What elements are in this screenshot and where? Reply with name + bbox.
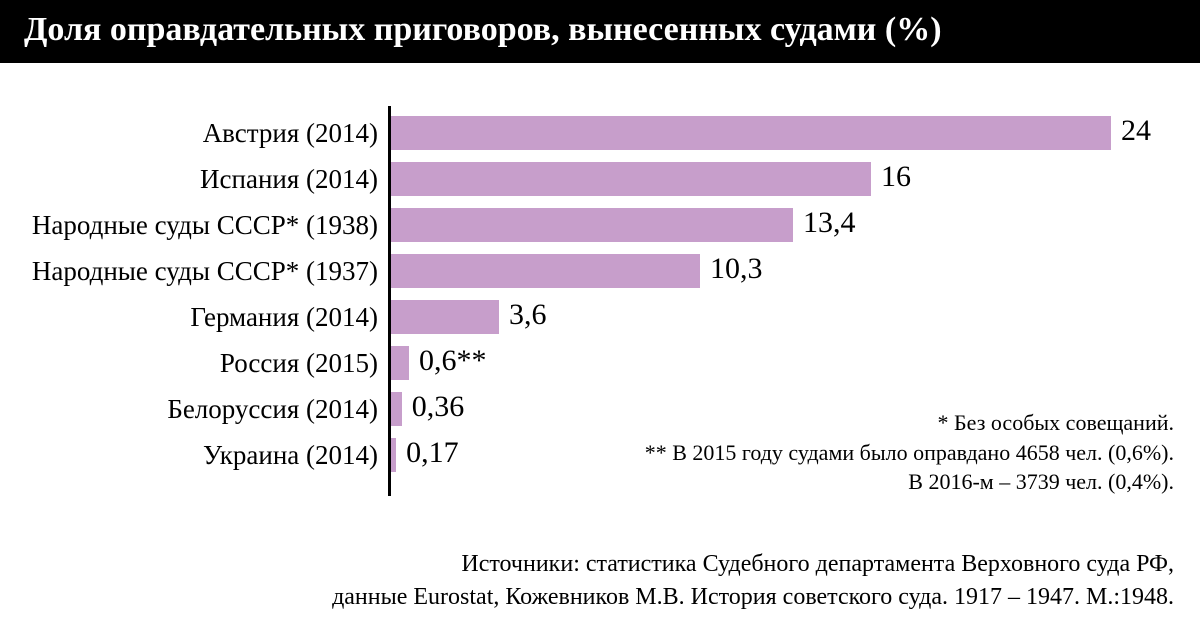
bar	[391, 438, 396, 472]
bar-row: Германия (2014) 3,6	[0, 294, 1200, 340]
footnote-line: ** В 2015 году судами было оправдано 465…	[645, 438, 1174, 468]
value-label: 3,6	[509, 298, 547, 332]
bar-row: Испания (2014) 16	[0, 156, 1200, 202]
source-line: Источники: статистика Судебного департам…	[332, 548, 1174, 580]
category-label: Испания (2014)	[200, 164, 378, 195]
bar	[391, 162, 871, 196]
value-label: 0,17	[406, 436, 459, 470]
value-label: 0,6**	[419, 344, 487, 378]
bar	[391, 116, 1111, 150]
footnote-line: * Без особых совещаний.	[645, 408, 1174, 438]
category-label: Народные суды СССР* (1938)	[32, 210, 378, 241]
footnote-line: В 2016-м – 3739 чел. (0,4%).	[645, 467, 1174, 497]
category-label: Россия (2015)	[220, 348, 378, 379]
sources: Источники: статистика Судебного департам…	[332, 548, 1174, 613]
category-label: Германия (2014)	[190, 302, 378, 333]
chart-title: Доля оправдательных приговоров, вынесенн…	[0, 0, 1200, 63]
value-label: 10,3	[710, 252, 763, 286]
category-label: Украина (2014)	[203, 440, 378, 471]
category-label: Белоруссия (2014)	[167, 394, 378, 425]
footnotes: * Без особых совещаний. ** В 2015 году с…	[645, 408, 1174, 497]
category-label: Народные суды СССР* (1937)	[32, 256, 378, 287]
bar-row: Россия (2015) 0,6**	[0, 340, 1200, 386]
value-label: 24	[1121, 114, 1151, 148]
source-line: данные Eurostat, Кожевников М.В. История…	[332, 581, 1174, 613]
bar	[391, 392, 402, 426]
value-label: 13,4	[803, 206, 856, 240]
bar	[391, 300, 499, 334]
value-label: 0,36	[412, 390, 465, 424]
bar-row: Народные суды СССР* (1938) 13,4	[0, 202, 1200, 248]
bar	[391, 254, 700, 288]
category-label: Австрия (2014)	[203, 118, 378, 149]
bar-row: Австрия (2014) 24	[0, 110, 1200, 156]
chart-container: Доля оправдательных приговоров, вынесенн…	[0, 0, 1200, 635]
bar	[391, 346, 409, 380]
bar-row: Народные суды СССР* (1937) 10,3	[0, 248, 1200, 294]
bar	[391, 208, 793, 242]
value-label: 16	[881, 160, 911, 194]
